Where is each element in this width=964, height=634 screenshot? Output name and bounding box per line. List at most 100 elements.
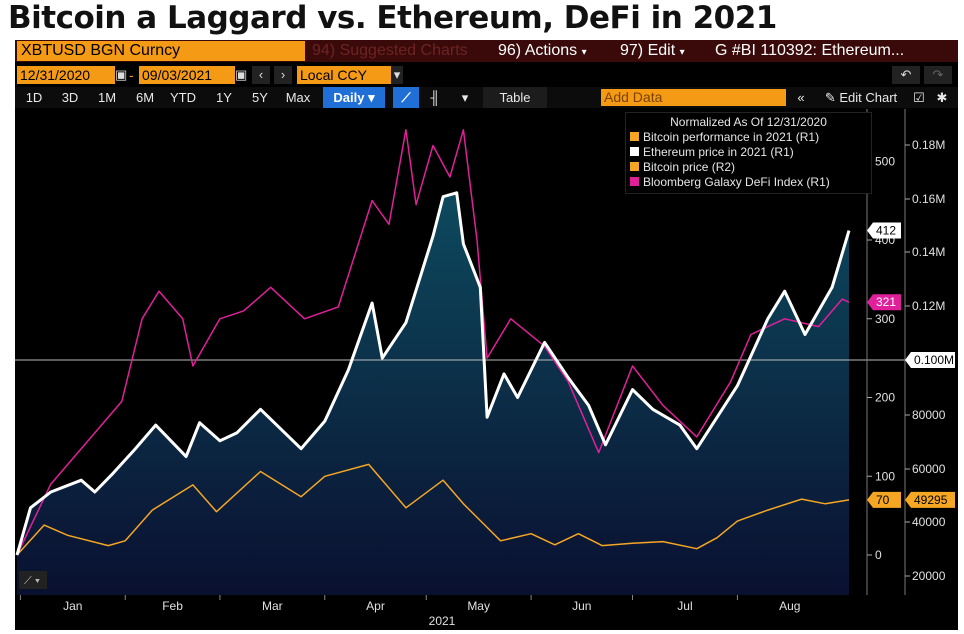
x-axis-tick-label: Jun (572, 599, 591, 613)
redo-icon[interactable]: ↷ (924, 66, 952, 84)
bitcoin-price-end-label-bg (905, 491, 955, 508)
timeframe-1d[interactable]: 1D (25, 90, 43, 105)
edit-chart-label: Edit Chart (839, 90, 898, 105)
reference-line-label-bg (905, 352, 955, 368)
legend-swatch (630, 177, 639, 186)
calendar-icon[interactable]: ▣ (115, 66, 128, 84)
ethereum-end-label-bg (867, 222, 901, 239)
right-axis-tick-label: 0.18M (912, 138, 945, 152)
calendar-icon[interactable]: ▣ (235, 66, 248, 84)
defi-line (16, 129, 850, 556)
line-chart-icon[interactable]: ⟋ (393, 87, 419, 108)
chart-legend: Normalized As Of 12/31/2020 Bitcoin perf… (625, 112, 872, 194)
chevron-right-icon[interactable]: › (274, 66, 292, 84)
x-axis-band (15, 595, 958, 630)
legend-label: Bloomberg Galaxy DeFi Index (R1) (643, 175, 830, 189)
x-axis-tick-label: Mar (262, 599, 283, 613)
bitcoin-perf-end-label: 70 (867, 491, 901, 508)
left-axis-tick-label: 300 (875, 312, 895, 326)
legend-swatch (630, 132, 639, 141)
defi-end-label-text: 321 (876, 295, 896, 309)
bitcoin-price-end-label: 49295 (905, 491, 955, 508)
legend-label: Ethereum price in 2021 (R1) (643, 145, 794, 159)
date-range-bar: 12/31/2020 ▣ - 09/03/2021 ▣ ‹ › Local CC… (15, 64, 958, 86)
chart-headline: Bitcoin a Laggard vs. Ethereum, DeFi in … (8, 0, 777, 36)
currency-select[interactable]: Local CCY (297, 66, 403, 84)
bitcoin-perf-end-label-text: 70 (876, 493, 890, 507)
left-axis-tick-label: 500 (875, 154, 895, 168)
left-axis-tick-label: 0 (875, 548, 882, 562)
bar-chart-icon[interactable]: ╢ (430, 90, 440, 105)
legend-label: Bitcoin performance in 2021 (R1) (643, 130, 820, 144)
collapse-icon[interactable]: « (797, 90, 805, 105)
edit-chart-button[interactable]: ✎ Edit Chart (815, 87, 907, 108)
legend-item: Ethereum price in 2021 (R1) (626, 145, 871, 160)
right-axis-tick-label: 80000 (912, 408, 946, 422)
chart-type-toggle[interactable] (19, 571, 47, 589)
legend-label: Bitcoin price (R2) (643, 160, 736, 174)
timeframe-1m[interactable]: 1M (97, 90, 117, 105)
reference-line-label-text: 0.100M (914, 353, 954, 367)
mini-chart-icon: ⟋ ▾ (24, 575, 40, 587)
chevron-down-icon[interactable]: ▾ (461, 90, 469, 105)
timeframe-3d[interactable]: 3D (61, 90, 79, 105)
chevron-down-icon: ▾ (581, 47, 587, 58)
pencil-icon: ✎ (824, 90, 836, 105)
suggested-charts-menu[interactable]: 94) Suggested Charts (312, 42, 468, 59)
timeframe-1y[interactable]: 1Y (216, 90, 232, 105)
chevron-left-icon[interactable]: ‹ (252, 66, 270, 84)
annotate-icon[interactable]: ☑ (913, 90, 925, 105)
bi-chart-title[interactable]: G #BI 110392: Ethereum... (715, 42, 905, 59)
terminal-window: XBTUSD BGN Curncy 94) Suggested Charts 9… (15, 40, 958, 630)
undo-icon[interactable]: ↶ (892, 66, 920, 84)
legend-item: Bitcoin price (R2) (626, 160, 871, 175)
right-axis-tick-label: 0.12M (912, 299, 945, 313)
ethereum-area (17, 192, 849, 596)
add-data-input[interactable]: Add Data (601, 89, 786, 106)
table-button[interactable]: Table (483, 87, 547, 108)
x-axis-tick-label: Jul (677, 599, 692, 613)
x-axis-tick-label: Feb (162, 599, 183, 613)
actions-menu[interactable]: 96) Actions ▾ (498, 40, 587, 62)
right-axis-tick-label: 20000 (912, 569, 946, 583)
date-separator: - (129, 67, 134, 83)
legend-swatch (630, 147, 639, 156)
ethereum-line (15, 191, 851, 556)
defi-end-label-bg (867, 294, 901, 311)
ethereum-end-label-text: 412 (876, 224, 896, 238)
frequency-select[interactable]: Daily ▾ (323, 87, 385, 108)
timeframe-5y[interactable]: 5Y (252, 90, 268, 105)
x-axis-tick-label: Aug (779, 599, 800, 613)
right-axis-tick-label: 0.16M (912, 192, 945, 206)
timeframe-6m[interactable]: 6M (135, 90, 155, 105)
legend-item: Bitcoin performance in 2021 (R1) (626, 130, 871, 145)
frequency-label: Daily (333, 90, 365, 105)
reference-line-label: 0.100M (905, 352, 955, 368)
x-axis-tick-label: Jan (63, 599, 82, 613)
gear-icon[interactable]: ✱ (936, 90, 948, 105)
legend-item: Bloomberg Galaxy DeFi Index (R1) (626, 175, 871, 190)
bitcoin-perf-line (16, 463, 850, 556)
ticker-field[interactable]: XBTUSD BGN Curncy (17, 41, 305, 61)
right-axis-tick-label: 0.14M (912, 245, 945, 259)
left-axis-tick-label: 100 (875, 469, 895, 483)
timeframe-ytd[interactable]: YTD (170, 90, 196, 105)
actions-label: 96) Actions (498, 42, 578, 59)
right-axis-tick-label: 40000 (912, 515, 946, 529)
command-bar: XBTUSD BGN Curncy 94) Suggested Charts 9… (15, 40, 958, 62)
edit-label: 97) Edit (620, 42, 676, 59)
x-axis-year-label: 2021 (429, 614, 456, 628)
x-axis-tick-label: May (467, 599, 490, 613)
right-axis-tick-label: 60000 (912, 462, 946, 476)
chevron-down-icon[interactable]: ▾ (391, 66, 403, 84)
left-axis-tick-label: 200 (875, 391, 895, 405)
end-date-field[interactable]: 09/03/2021 (139, 66, 239, 84)
edit-menu[interactable]: 97) Edit ▾ (620, 40, 685, 62)
defi-end-label: 321 (867, 294, 901, 311)
start-date-field[interactable]: 12/31/2020 (17, 66, 117, 84)
legend-title: Normalized As Of 12/31/2020 (670, 115, 827, 129)
timeframe-bar: 1D 3D 1M 6M YTD 1Y 5Y Max Daily ▾ ⟋ ╢ ▾ … (15, 87, 958, 108)
ethereum-end-label: 412 (867, 222, 901, 239)
timeframe-max[interactable]: Max (285, 90, 311, 105)
x-axis-tick-label: Apr (366, 599, 385, 613)
